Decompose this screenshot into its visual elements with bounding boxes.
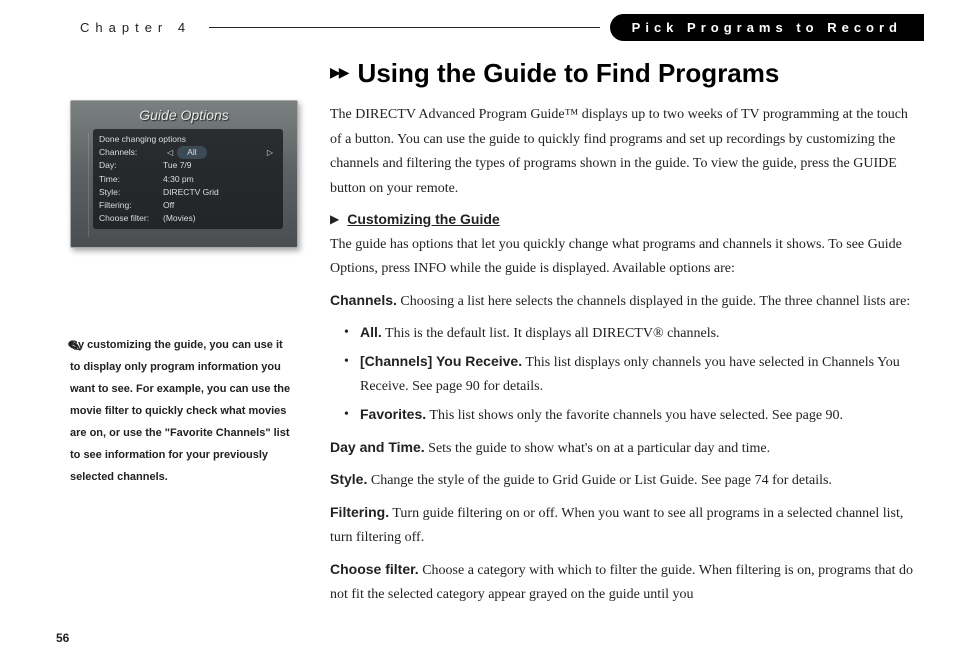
list-item: All. This is the default list. It displa…: [344, 321, 914, 346]
page-title: Using the Guide to Find Programs: [358, 58, 780, 89]
note-icon: ✎: [65, 331, 85, 365]
page-number: 56: [56, 631, 69, 645]
section-pill: Pick Programs to Record: [610, 14, 924, 41]
subhead-arrow-icon: ▶: [330, 212, 339, 227]
list-item: Favorites. This list shows only the favo…: [344, 403, 914, 428]
channels-para: Channels. Choosing a list here selects t…: [330, 289, 914, 314]
title-arrows-icon: ▶▶: [330, 65, 348, 82]
page-header: Chapter 4 Pick Programs to Record: [0, 0, 954, 40]
guide-panel: Done changing options Channels: ◁ All ▷ …: [93, 129, 283, 229]
style-para: Style. Change the style of the guide to …: [330, 468, 914, 493]
channel-lists: All. This is the default list. It displa…: [330, 321, 914, 427]
list-item: [Channels] You Receive. This list displa…: [344, 350, 914, 399]
header-rule: [209, 27, 600, 28]
daytime-para: Day and Time. Sets the guide to show wha…: [330, 436, 914, 461]
choosefilter-para: Choose filter. Choose a category with wh…: [330, 558, 914, 607]
intro-paragraph: The DIRECTV Advanced Program Guide™ disp…: [330, 103, 914, 201]
tip-note: ✎ By customizing the guide, you can use …: [70, 334, 300, 488]
guide-options-screenshot: Guide Options Done changing options Chan…: [70, 100, 298, 248]
subheading: Customizing the Guide: [347, 211, 499, 227]
chapter-label: Chapter 4: [0, 20, 191, 35]
filtering-para: Filtering. Turn guide filtering on or of…: [330, 501, 914, 550]
sub-intro: The guide has options that let you quick…: [330, 233, 914, 281]
guide-title: Guide Options: [71, 101, 297, 127]
